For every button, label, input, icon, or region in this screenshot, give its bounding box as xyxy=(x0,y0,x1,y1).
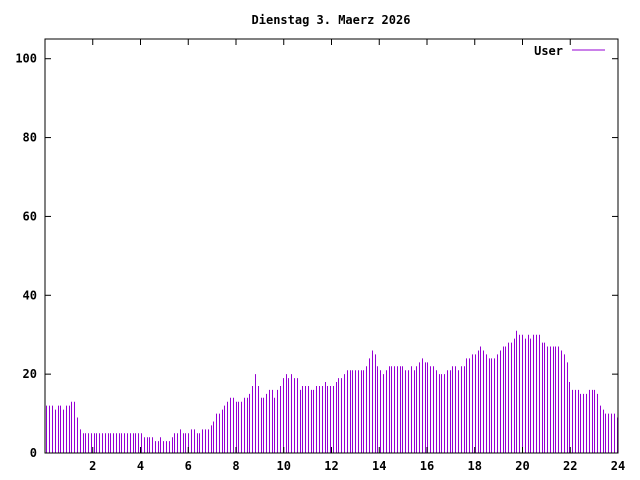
x-tick-label: 18 xyxy=(468,459,482,473)
x-tick-label: 8 xyxy=(232,459,239,473)
x-tick-label: 14 xyxy=(372,459,386,473)
x-tick-label: 4 xyxy=(137,459,144,473)
chart-title: Dienstag 3. Maerz 2026 xyxy=(252,13,411,27)
y-tick-label: 40 xyxy=(23,288,37,302)
bars xyxy=(46,330,618,453)
x-tick-label: 16 xyxy=(420,459,434,473)
plot-frame xyxy=(44,38,619,454)
x-tick-label: 2 xyxy=(89,459,96,473)
x-axis: 2 4 6 8 10 12 14 16 18 20 22 24 xyxy=(89,39,625,473)
y-tick-label: 80 xyxy=(23,131,37,145)
x-tick-label: 12 xyxy=(324,459,338,473)
legend-label: User xyxy=(534,44,563,58)
x-tick-label: 10 xyxy=(277,459,291,473)
legend: User xyxy=(534,44,605,58)
y-tick-label: 60 xyxy=(23,209,37,223)
x-tick-label: 24 xyxy=(611,459,625,473)
y-tick-label: 0 xyxy=(30,446,37,460)
x-tick-label: 6 xyxy=(185,459,192,473)
x-tick-label: 20 xyxy=(515,459,529,473)
y-tick-label: 100 xyxy=(15,52,37,66)
y-tick-label: 20 xyxy=(23,367,37,381)
x-tick-label: 22 xyxy=(563,459,577,473)
